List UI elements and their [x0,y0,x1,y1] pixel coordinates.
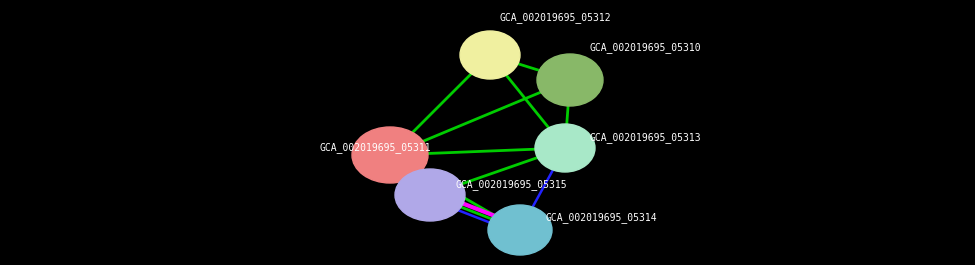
Text: GCA_002019695_05313: GCA_002019695_05313 [590,132,702,143]
Text: GCA_002019695_05315: GCA_002019695_05315 [455,180,566,191]
Text: GCA_002019695_05311: GCA_002019695_05311 [320,143,432,153]
Ellipse shape [352,127,428,183]
Ellipse shape [535,124,595,172]
Text: GCA_002019695_05312: GCA_002019695_05312 [500,12,611,24]
Ellipse shape [537,54,603,106]
Ellipse shape [488,205,552,255]
Ellipse shape [460,31,520,79]
Ellipse shape [395,169,465,221]
Text: GCA_002019695_05310: GCA_002019695_05310 [590,43,702,54]
Text: GCA_002019695_05314: GCA_002019695_05314 [545,213,656,223]
